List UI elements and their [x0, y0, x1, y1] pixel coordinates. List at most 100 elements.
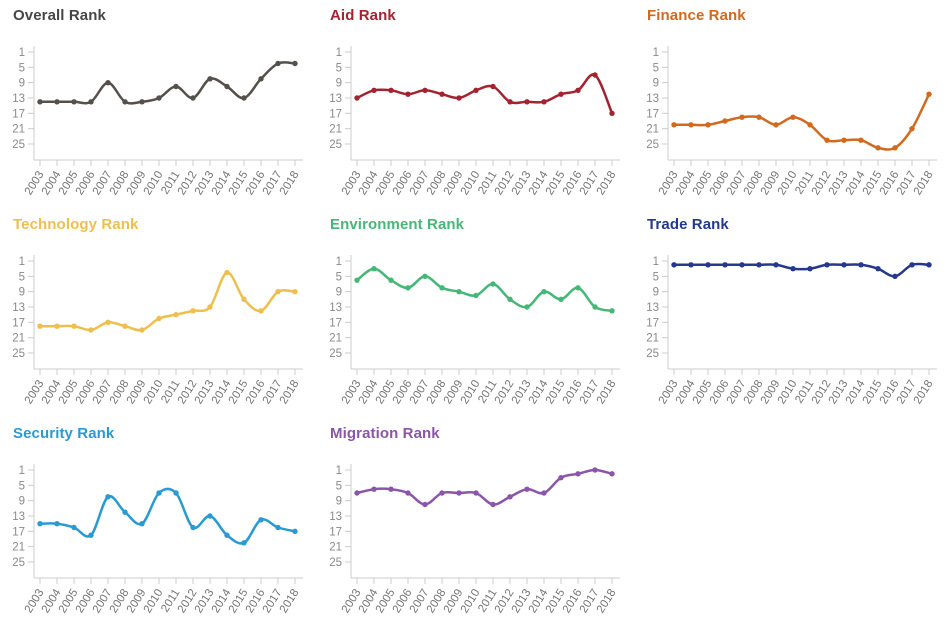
data-point-overall-rank-2012[interactable]	[190, 95, 196, 101]
data-point-migration-rank-2003[interactable]	[354, 490, 360, 496]
data-point-overall-rank-2018[interactable]	[292, 60, 298, 67]
data-point-technology-rank-2015[interactable]	[241, 296, 247, 303]
data-point-trade-rank-2014[interactable]	[858, 262, 864, 268]
data-point-security-rank-2016[interactable]	[258, 517, 264, 523]
data-point-finance-rank-2011[interactable]	[807, 122, 813, 128]
data-point-finance-rank-2018[interactable]	[926, 91, 932, 97]
data-point-migration-rank-2009[interactable]	[456, 490, 462, 496]
data-point-finance-rank-2009[interactable]	[773, 122, 779, 128]
data-point-environment-rank-2008[interactable]	[439, 285, 445, 291]
data-point-finance-rank-2005[interactable]	[705, 122, 711, 128]
data-point-environment-rank-2010[interactable]	[473, 292, 479, 299]
data-point-finance-rank-2016[interactable]	[892, 145, 898, 151]
data-point-finance-rank-2014[interactable]	[858, 137, 864, 143]
data-point-environment-rank-2018[interactable]	[609, 308, 615, 314]
data-point-technology-rank-2006[interactable]	[88, 327, 94, 333]
data-point-aid-rank-2005[interactable]	[388, 87, 394, 94]
data-point-security-rank-2008[interactable]	[122, 509, 128, 515]
data-point-technology-rank-2008[interactable]	[122, 323, 128, 329]
data-point-finance-rank-2007[interactable]	[739, 114, 745, 120]
data-point-environment-rank-2012[interactable]	[507, 296, 513, 303]
data-point-finance-rank-2003[interactable]	[671, 122, 677, 128]
data-point-aid-rank-2008[interactable]	[439, 91, 445, 97]
data-point-trade-rank-2017[interactable]	[909, 262, 915, 268]
data-point-technology-rank-2007[interactable]	[105, 319, 111, 326]
data-point-trade-rank-2007[interactable]	[739, 262, 745, 268]
data-point-environment-rank-2004[interactable]	[371, 265, 377, 272]
data-point-security-rank-2012[interactable]	[190, 524, 196, 531]
data-point-aid-rank-2011[interactable]	[490, 83, 496, 90]
data-point-trade-rank-2004[interactable]	[688, 262, 694, 268]
data-point-overall-rank-2017[interactable]	[275, 60, 281, 67]
data-point-finance-rank-2006[interactable]	[722, 118, 728, 124]
data-point-security-rank-2018[interactable]	[292, 528, 298, 535]
data-point-overall-rank-2011[interactable]	[173, 83, 179, 90]
data-point-technology-rank-2018[interactable]	[292, 288, 298, 295]
data-point-migration-rank-2012[interactable]	[507, 494, 513, 500]
data-point-security-rank-2010[interactable]	[156, 490, 162, 496]
data-point-overall-rank-2016[interactable]	[258, 76, 264, 82]
data-point-overall-rank-2009[interactable]	[139, 99, 145, 105]
data-point-migration-rank-2017[interactable]	[592, 467, 598, 473]
data-point-environment-rank-2016[interactable]	[575, 285, 581, 291]
data-point-overall-rank-2010[interactable]	[156, 95, 162, 101]
data-point-migration-rank-2016[interactable]	[575, 471, 581, 477]
data-point-environment-rank-2005[interactable]	[388, 277, 394, 283]
data-point-environment-rank-2015[interactable]	[558, 296, 564, 303]
data-point-migration-rank-2005[interactable]	[388, 486, 394, 492]
data-point-security-rank-2005[interactable]	[71, 524, 77, 531]
data-point-finance-rank-2013[interactable]	[841, 137, 847, 143]
data-point-migration-rank-2008[interactable]	[439, 490, 445, 496]
data-point-environment-rank-2009[interactable]	[456, 288, 462, 295]
data-point-trade-rank-2005[interactable]	[705, 262, 711, 268]
data-point-migration-rank-2013[interactable]	[524, 486, 530, 492]
data-point-security-rank-2013[interactable]	[207, 513, 213, 519]
data-point-finance-rank-2017[interactable]	[909, 125, 915, 132]
data-point-environment-rank-2013[interactable]	[524, 304, 530, 310]
data-point-migration-rank-2004[interactable]	[371, 486, 377, 492]
data-point-aid-rank-2003[interactable]	[354, 95, 360, 101]
data-point-aid-rank-2010[interactable]	[473, 87, 479, 94]
data-point-overall-rank-2013[interactable]	[207, 76, 213, 82]
data-point-overall-rank-2003[interactable]	[37, 99, 43, 105]
data-point-overall-rank-2006[interactable]	[88, 99, 94, 105]
data-point-aid-rank-2017[interactable]	[592, 72, 598, 78]
data-point-aid-rank-2006[interactable]	[405, 91, 411, 97]
data-point-environment-rank-2007[interactable]	[422, 273, 428, 280]
data-point-aid-rank-2015[interactable]	[558, 91, 564, 97]
data-point-security-rank-2003[interactable]	[37, 520, 43, 527]
data-point-environment-rank-2014[interactable]	[541, 288, 547, 295]
data-point-trade-rank-2006[interactable]	[722, 262, 728, 268]
data-point-migration-rank-2011[interactable]	[490, 501, 496, 508]
data-point-finance-rank-2015[interactable]	[875, 145, 881, 151]
data-point-technology-rank-2013[interactable]	[207, 304, 213, 310]
data-point-trade-rank-2016[interactable]	[892, 273, 898, 280]
data-point-trade-rank-2018[interactable]	[926, 262, 932, 268]
data-point-security-rank-2004[interactable]	[54, 520, 60, 527]
data-point-aid-rank-2018[interactable]	[609, 110, 615, 117]
data-point-technology-rank-2017[interactable]	[275, 288, 281, 295]
data-point-migration-rank-2006[interactable]	[405, 490, 411, 496]
data-point-trade-rank-2012[interactable]	[824, 262, 830, 268]
data-point-aid-rank-2016[interactable]	[575, 87, 581, 94]
data-point-technology-rank-2016[interactable]	[258, 308, 264, 314]
data-point-migration-rank-2018[interactable]	[609, 471, 615, 477]
data-point-finance-rank-2012[interactable]	[824, 137, 830, 143]
data-point-environment-rank-2003[interactable]	[354, 277, 360, 283]
data-point-overall-rank-2015[interactable]	[241, 95, 247, 101]
data-point-security-rank-2006[interactable]	[88, 532, 94, 538]
data-point-aid-rank-2013[interactable]	[524, 99, 530, 105]
data-point-aid-rank-2012[interactable]	[507, 99, 513, 105]
data-point-overall-rank-2004[interactable]	[54, 99, 60, 105]
data-point-technology-rank-2003[interactable]	[37, 323, 43, 329]
data-point-trade-rank-2015[interactable]	[875, 265, 881, 272]
data-point-security-rank-2014[interactable]	[224, 532, 230, 538]
data-point-security-rank-2015[interactable]	[241, 540, 247, 546]
data-point-trade-rank-2011[interactable]	[807, 265, 813, 272]
data-point-technology-rank-2014[interactable]	[224, 269, 230, 276]
data-point-technology-rank-2009[interactable]	[139, 327, 145, 333]
data-point-aid-rank-2007[interactable]	[422, 87, 428, 94]
data-point-security-rank-2017[interactable]	[275, 524, 281, 531]
data-point-technology-rank-2011[interactable]	[173, 311, 179, 318]
data-point-trade-rank-2008[interactable]	[756, 262, 762, 268]
